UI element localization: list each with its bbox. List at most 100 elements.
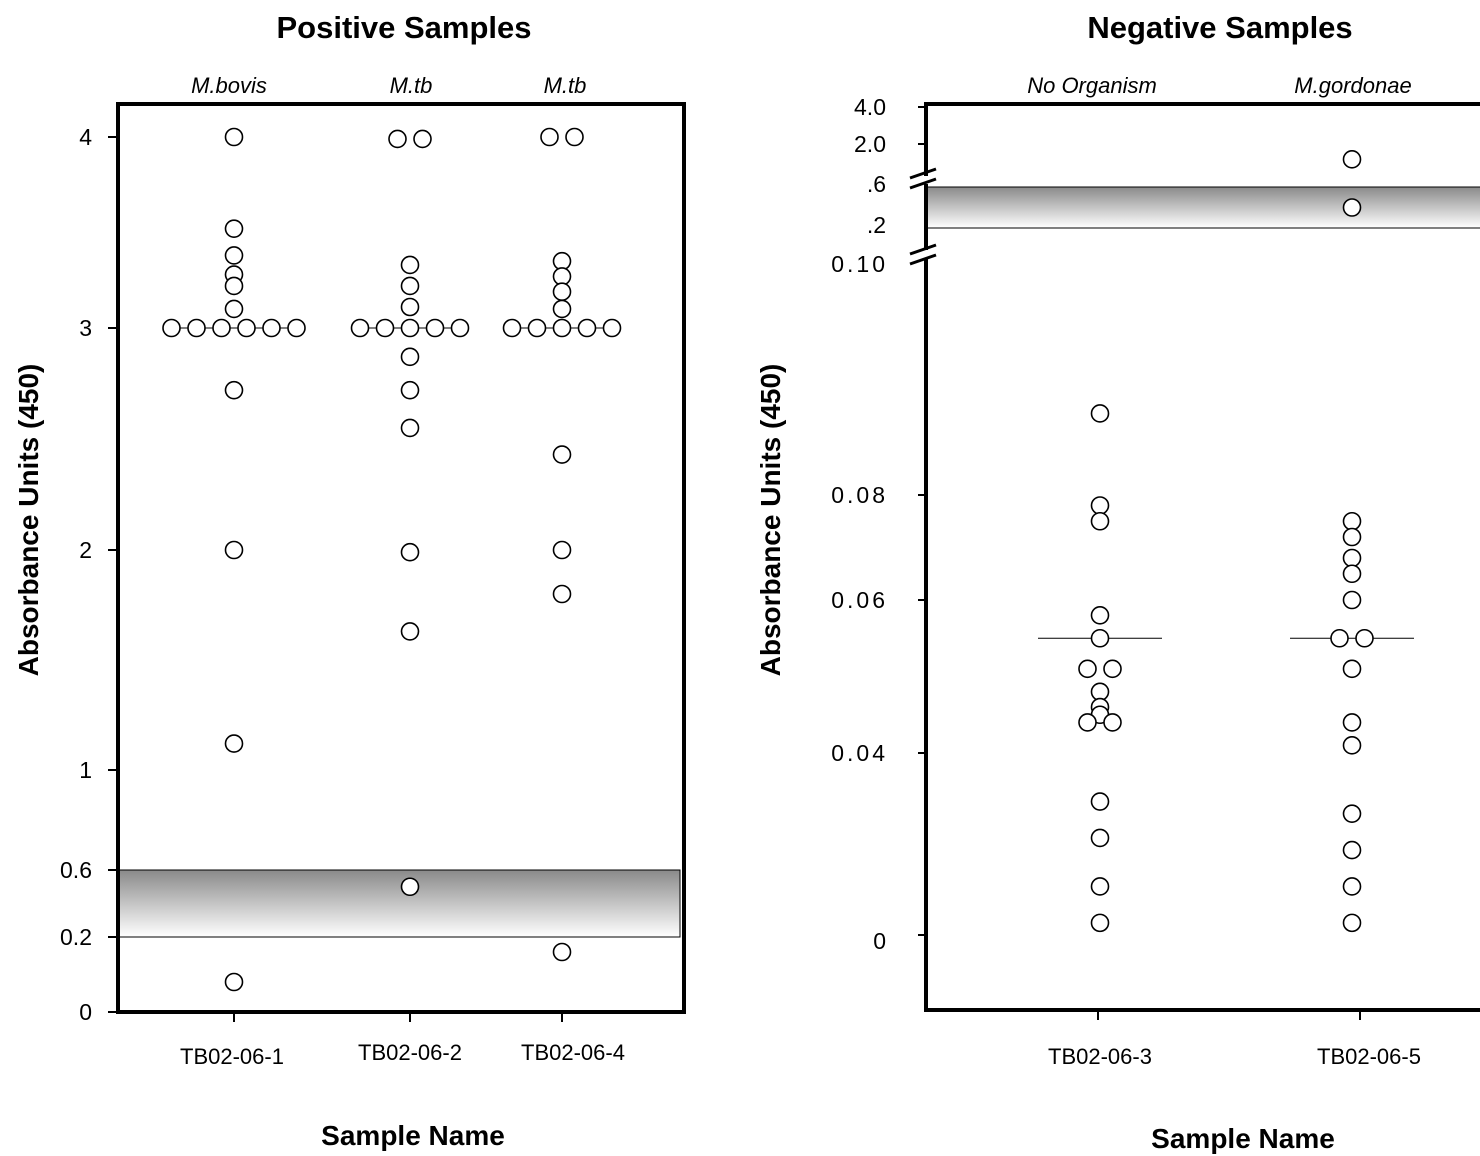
- data-point: [1342, 564, 1362, 584]
- y-tick-label: 0.08: [831, 482, 888, 508]
- data-point: [552, 942, 572, 962]
- data-point: [1342, 877, 1362, 896]
- data-point: [1355, 628, 1374, 648]
- data-point: [1090, 792, 1110, 811]
- data-point: [224, 219, 244, 238]
- y-tick-label: 1: [79, 757, 92, 783]
- axis-break-slash: [909, 253, 937, 266]
- data-point: [1342, 150, 1362, 169]
- data-point: [1342, 527, 1362, 547]
- y-tick-label: 0.2: [60, 924, 92, 950]
- data-point: [552, 251, 572, 271]
- data-point: [400, 276, 420, 296]
- data-point: [1342, 511, 1362, 531]
- y-tick-label: 0: [79, 999, 92, 1025]
- data-point: [413, 129, 432, 149]
- organism-label: M.bovis: [191, 73, 267, 98]
- axis-break-slash: [909, 177, 937, 190]
- data-point: [400, 542, 420, 562]
- data-point: [552, 318, 572, 338]
- axis-break-gap: [918, 176, 936, 184]
- data-point: [224, 246, 244, 265]
- organism-label: M.tb: [390, 73, 433, 98]
- data-point: [1342, 590, 1362, 610]
- axis-break-slash: [909, 243, 937, 256]
- data-point: [552, 584, 572, 604]
- data-point: [400, 347, 420, 367]
- data-point: [375, 318, 395, 338]
- negative-x-axis-title: Sample Name: [1151, 1123, 1335, 1154]
- positive-panel: Positive Samples 4 3 2 1 0.6 0.2 0 Absor…: [13, 10, 686, 1151]
- y-tick-label: 2.0: [854, 131, 886, 157]
- y-tick-label: 0.10: [831, 251, 888, 277]
- negative-points: [1038, 150, 1414, 933]
- data-point: [400, 318, 420, 338]
- y-tick-label: 0.6: [60, 857, 92, 883]
- data-point: [400, 418, 420, 438]
- data-point: [1090, 628, 1110, 648]
- data-point: [224, 299, 244, 319]
- negative-y-axis-title: Absorbance Units (450): [755, 364, 786, 677]
- data-point: [602, 318, 622, 338]
- negative-title: Negative Samples: [1087, 10, 1352, 45]
- positive-points: [162, 127, 622, 992]
- y-tick-label: 0: [873, 928, 886, 954]
- data-point: [552, 540, 572, 560]
- data-point: [527, 318, 547, 338]
- data-point: [1342, 659, 1362, 679]
- data-point: [400, 877, 420, 897]
- data-point: [224, 972, 244, 992]
- data-point: [224, 380, 244, 400]
- data-point: [1090, 877, 1110, 896]
- y-tick-label: 4.0: [854, 94, 886, 120]
- data-point: [237, 318, 256, 338]
- data-point: [1078, 713, 1097, 732]
- y-tick-label: 0.04: [831, 740, 888, 766]
- x-category-label: TB02-06-4: [521, 1040, 625, 1065]
- x-category-label: TB02-06-1: [180, 1044, 284, 1069]
- data-point: [224, 127, 244, 147]
- organism-label: No Organism: [1027, 73, 1157, 98]
- data-point: [1090, 913, 1110, 933]
- data-point: [388, 129, 407, 149]
- data-point: [502, 318, 522, 338]
- data-point: [224, 734, 244, 753]
- negative-y-axis: 4.0 2.0 .6 .2 0.10 0.08 0.06 0.04 0: [831, 94, 926, 954]
- negative-x-axis: TB02-06-3 TB02-06-5: [1048, 1010, 1421, 1069]
- x-category-label: TB02-06-2: [358, 1040, 462, 1065]
- data-point: [552, 282, 572, 302]
- y-tick-label: 0.06: [831, 587, 888, 613]
- data-point: [262, 318, 281, 338]
- organism-label: M.tb: [544, 73, 587, 98]
- data-point: [1342, 198, 1362, 217]
- y-tick-label: 3: [79, 315, 92, 341]
- x-category-label: TB02-06-5: [1317, 1044, 1421, 1069]
- organism-label: M.gordonae: [1294, 73, 1411, 98]
- positive-x-axis: TB02-06-1 TB02-06-2 TB02-06-4: [180, 1012, 625, 1069]
- x-category-label: TB02-06-3: [1048, 1044, 1152, 1069]
- positive-threshold-band: [117, 869, 681, 938]
- axis-break-marks: [909, 167, 937, 266]
- data-point: [1090, 605, 1110, 625]
- axis-break-gap: [918, 250, 936, 258]
- y-tick-label: .2: [867, 212, 886, 238]
- y-tick-label: .6: [867, 171, 886, 197]
- data-point: [1342, 913, 1362, 933]
- data-point: [350, 318, 370, 338]
- data-point: [425, 318, 445, 338]
- data-point: [1090, 496, 1110, 515]
- data-point: [450, 318, 470, 338]
- data-point: [1330, 628, 1349, 648]
- data-point: [1103, 713, 1122, 732]
- data-point: [400, 255, 420, 275]
- positive-title: Positive Samples: [276, 10, 531, 45]
- data-point: [400, 622, 420, 641]
- negative-panel: Negative Samples 4.0 2.0 .6 .2 0.10 0.08…: [755, 10, 1480, 1154]
- data-point: [187, 318, 206, 338]
- data-point: [212, 318, 231, 338]
- data-point: [1103, 659, 1122, 679]
- data-point: [224, 276, 244, 296]
- data-point: [1090, 404, 1110, 423]
- data-point: [1342, 548, 1362, 568]
